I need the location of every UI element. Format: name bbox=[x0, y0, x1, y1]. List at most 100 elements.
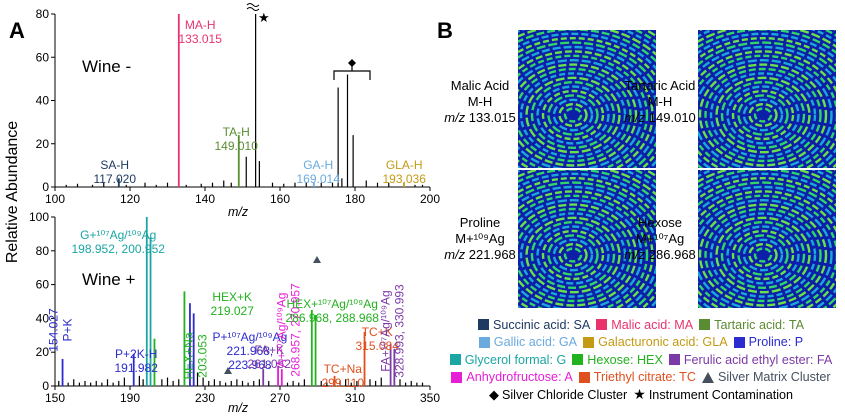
silver-matrix-triangle-icon bbox=[313, 256, 321, 263]
y-tick-label: 40 bbox=[36, 94, 50, 108]
legend-item: Proline: P bbox=[733, 335, 804, 350]
legend-item: Triethyl citrate: TC bbox=[578, 370, 696, 385]
axis-break-icon bbox=[246, 3, 260, 11]
x-tick-label: 140 bbox=[195, 192, 215, 206]
y-tick-label: 80 bbox=[36, 244, 50, 258]
triangle-icon bbox=[701, 371, 714, 383]
caption-line: m/z 149.010 bbox=[624, 110, 696, 125]
legend-label: Anhydrofructose: A bbox=[466, 370, 573, 385]
legend-swatch bbox=[449, 354, 461, 366]
legend-label: Hexose: HEX bbox=[587, 352, 663, 367]
legend-swatch bbox=[572, 354, 584, 366]
caption-line: M+¹⁰⁹Ag bbox=[455, 231, 505, 246]
x-tick-label: 160 bbox=[270, 192, 290, 206]
legend-row: Anhydrofructose: A Triethyl citrate: TC Si… bbox=[446, 369, 836, 387]
legend-item: Tartaric acid: TA bbox=[699, 318, 804, 332]
x-axis-label-top: m/z bbox=[228, 205, 249, 219]
panel-b-letter: B bbox=[437, 18, 453, 43]
legend-label: Instrument Contamination bbox=[648, 387, 794, 402]
legend-item: Anhydrofructose: A bbox=[451, 370, 573, 385]
y-tick-label: 60 bbox=[36, 50, 50, 64]
legend-swatch bbox=[477, 319, 489, 331]
legend-label: Tartaric acid: TA bbox=[714, 317, 804, 332]
image-caption-proline: Proline M+¹⁰⁹Ag m/z 221.968 bbox=[438, 215, 522, 263]
bracket-icon bbox=[333, 70, 371, 80]
legend-swatch bbox=[596, 319, 608, 331]
peak-annotation-hex-ag: HEX+¹⁰⁷Ag/¹⁰⁹Ag 286.968, 288.968 bbox=[285, 297, 379, 325]
star-icon: ★ bbox=[633, 386, 646, 403]
legend-swatch bbox=[668, 354, 680, 366]
top-plot-markers: ★ bbox=[224, 3, 371, 374]
legend-label: Galacturonic acid: GLA bbox=[598, 335, 728, 350]
legend-label: Triethyl citrate: TC bbox=[593, 370, 696, 385]
x-tick-label: 190 bbox=[120, 391, 140, 405]
y-tick-label: 0 bbox=[42, 180, 49, 194]
diamond-icon bbox=[348, 59, 356, 67]
silver-matrix-triangle-icon bbox=[224, 367, 232, 374]
legend: Succinic acid: SA Malic acid: MA Tartaric … bbox=[446, 316, 836, 404]
panel-a-letter: A bbox=[9, 18, 25, 43]
peak-annotation-fa-k: FA+K 261.052 bbox=[247, 343, 291, 371]
y-tick-label: 60 bbox=[36, 278, 50, 292]
caption-line: m/z 286.968 bbox=[624, 247, 696, 262]
caption-line: M+¹⁰⁷Ag bbox=[635, 231, 685, 246]
wine-plus-label: Wine + bbox=[82, 270, 136, 289]
legend-item: Glycerol formal: G bbox=[449, 353, 566, 367]
fingerprint-render bbox=[698, 30, 836, 168]
legend-row: Gallic acid: GA Galacturonic acid: GLA Pro… bbox=[446, 334, 836, 352]
diamond-icon: ◆ bbox=[488, 386, 499, 402]
fingerprint-render bbox=[518, 170, 656, 308]
x-tick-label: 270 bbox=[270, 391, 290, 405]
legend-swatch bbox=[451, 371, 463, 383]
caption-line: m/z 221.968 bbox=[444, 247, 516, 262]
image-caption-tartaric-acid: Tartaric Acid M-H m/z 149.010 bbox=[618, 78, 702, 126]
y-tick-label: 80 bbox=[36, 7, 50, 21]
legend-row: Glycerol formal: G Hexose: HEX Ferulic aci… bbox=[446, 351, 836, 369]
peak-annotation-fa-ag: FA+¹⁰⁷Ag/¹⁰⁹Ag 328.993, 330.993 bbox=[378, 284, 407, 378]
fingerprint-image-malic-acid bbox=[518, 30, 656, 168]
y-axis-label: Relative Abundance bbox=[4, 120, 22, 264]
legend-label: Silver Chloride Cluster bbox=[501, 387, 628, 402]
peak-annotation-tc-na: TC+Na 299.110 bbox=[321, 362, 365, 390]
legend-item: Gallic acid: GA bbox=[478, 335, 578, 350]
legend-swatch bbox=[578, 371, 590, 383]
y-tick-label: 0 bbox=[42, 379, 49, 393]
caption-line: M-H bbox=[467, 94, 493, 109]
peak-annotation-hex-k: HEX+K 219.027 bbox=[210, 290, 254, 318]
peak-annotation-ta-h: TA-H 149.010 bbox=[214, 125, 258, 153]
caption-line: Hexose bbox=[637, 215, 683, 230]
y-tick-label: 100 bbox=[29, 210, 49, 224]
x-tick-label: 100 bbox=[45, 192, 65, 206]
spectrum-plot-top: 100 120 140 160 180 200 0 20 40 60 80 bbox=[36, 7, 441, 206]
x-tick-label: 150 bbox=[45, 391, 65, 405]
fingerprint-render bbox=[698, 170, 836, 308]
spectrum-plot-bottom: 150 190 230 270 310 350 0 20 40 60 80 100 bbox=[29, 210, 440, 405]
legend-label: Succinic acid: SA bbox=[492, 317, 591, 332]
wine-minus-label: Wine - bbox=[82, 57, 132, 76]
legend-item: Silver Matrix Cluster bbox=[701, 370, 831, 384]
legend-label: Malic acid: MA bbox=[611, 317, 694, 332]
peak-annotation-tc-k: TC+K 315.084 bbox=[355, 325, 399, 353]
x-tick-label: 180 bbox=[345, 192, 365, 206]
fingerprint-image-hexose bbox=[698, 170, 836, 308]
y-tick-label: 20 bbox=[36, 345, 50, 359]
legend-item: Hexose: HEX bbox=[572, 353, 663, 367]
fingerprint-render bbox=[518, 30, 656, 168]
fingerprint-image-proline bbox=[518, 170, 656, 308]
peak-annotation-ma-h: MA-H 133.015 bbox=[178, 18, 222, 46]
peak-annotation-p-ag: P+¹⁰⁷Ag/¹⁰⁹Ag 221.968, 223.968 bbox=[212, 330, 288, 372]
x-tick-label: 350 bbox=[420, 391, 440, 405]
image-caption-malic-acid: Malic Acid M-H m/z 133.015 bbox=[438, 78, 522, 126]
peak-annotation-ga-h: GA-H 169.014 bbox=[296, 158, 340, 186]
peak-annotation-p-2k-h: P+2K-H 191.982 bbox=[114, 347, 158, 375]
caption-line: Proline bbox=[459, 215, 501, 230]
legend-swatch bbox=[699, 319, 711, 331]
legend-row: Succinic acid: SA Malic acid: MA Tartaric … bbox=[446, 316, 836, 334]
x-tick-label: 120 bbox=[120, 192, 140, 206]
peak-annotation-p-k: 154.027 P+K bbox=[46, 308, 75, 352]
legend-item: ★ Instrument Contamination bbox=[633, 386, 793, 403]
legend-label: Gallic acid: GA bbox=[493, 335, 578, 350]
legend-label: Proline: P bbox=[748, 335, 804, 350]
caption-line: m/z 133.015 bbox=[444, 110, 516, 125]
